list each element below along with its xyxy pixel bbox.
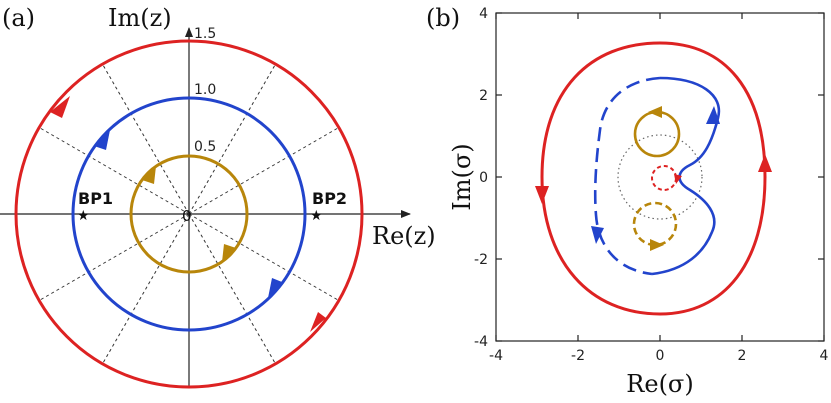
- radial-ray: [38, 213, 190, 301]
- radial-rays: [38, 63, 340, 365]
- radial-ray: [188, 63, 276, 215]
- panel-a-label: (a): [2, 4, 35, 32]
- gold-upper-loop-arrow: [648, 106, 662, 118]
- bp1-star-icon: ★: [77, 209, 90, 224]
- red-inner-loop-arrow: [674, 174, 682, 184]
- y-tick-label: 0: [479, 170, 488, 186]
- y-tick-label: 4: [479, 6, 488, 22]
- gold-upper-loop: [633, 110, 681, 158]
- radial-ray: [102, 213, 190, 365]
- reference-circle: [617, 134, 703, 220]
- im-z-axis-label: Im(z): [108, 4, 172, 32]
- circle-r-1-0: [71, 96, 307, 332]
- red-contour-arrow-left: [535, 186, 549, 204]
- gold-circle-arrow-upper: [142, 166, 156, 184]
- bp1-label: BP1: [78, 189, 113, 208]
- circle-r-0-5: [129, 154, 249, 274]
- blue-contour-arrow-left: [591, 226, 604, 244]
- panel-a: (a) 1.5 1.0 0.5 0 ★ BP1 ★ BP2 Im(z) Re(z…: [0, 4, 436, 389]
- bp2-star-icon: ★: [310, 209, 323, 224]
- x-tick-label: 0: [656, 348, 665, 364]
- plot-frame: [495, 12, 825, 342]
- y-tick-label: -2: [474, 252, 488, 268]
- bp2-label: BP2: [312, 189, 347, 208]
- x-tick-label: 2: [738, 348, 747, 364]
- x-tick-label: 4: [820, 348, 829, 364]
- y-tick-label: -4: [474, 334, 488, 350]
- radius-label-0-5: 0.5: [194, 139, 216, 155]
- blue-circle-arrow-lower: [268, 278, 282, 298]
- gold-lower-loop-arrow: [650, 239, 664, 251]
- circle-r-1-5: [14, 39, 364, 389]
- red-contour-arrow-right: [758, 154, 772, 172]
- re-z-axis-label: Re(z): [372, 222, 436, 250]
- axis-ticks: [495, 12, 825, 342]
- radial-ray: [188, 213, 276, 365]
- red-circle-arrow-upper: [50, 96, 70, 118]
- origin-label: 0: [182, 207, 192, 225]
- im-sigma-axis-label: Im(σ): [448, 143, 476, 210]
- radial-ray: [102, 63, 190, 215]
- gold-lower-loop: [632, 201, 678, 247]
- x-tick-label: -4: [489, 348, 503, 364]
- blue-contour-dashed: [593, 76, 661, 276]
- radius-label-1-0: 1.0: [194, 82, 216, 98]
- red-inner-loop: [651, 165, 677, 191]
- panel-b-label: (b): [426, 4, 460, 32]
- gold-circle-arrow-lower: [222, 244, 236, 262]
- blue-circle-arrow-upper: [94, 130, 110, 150]
- blue-contour-arrow-right: [706, 106, 720, 124]
- re-sigma-axis-label: Re(σ): [626, 370, 693, 398]
- y-tick-label: 2: [479, 88, 488, 104]
- red-outer-contour: [540, 41, 767, 316]
- radial-ray: [188, 213, 340, 301]
- radial-ray: [38, 127, 190, 215]
- red-circle-arrow-lower: [310, 312, 326, 332]
- x-tick-label: -2: [571, 348, 585, 364]
- radial-ray: [188, 127, 340, 215]
- panel-b: (b) -4 -2 0 2 4 4 2 0 -2 -4 Re(σ) Im(σ): [426, 4, 829, 398]
- radius-label-1-5: 1.5: [194, 26, 216, 42]
